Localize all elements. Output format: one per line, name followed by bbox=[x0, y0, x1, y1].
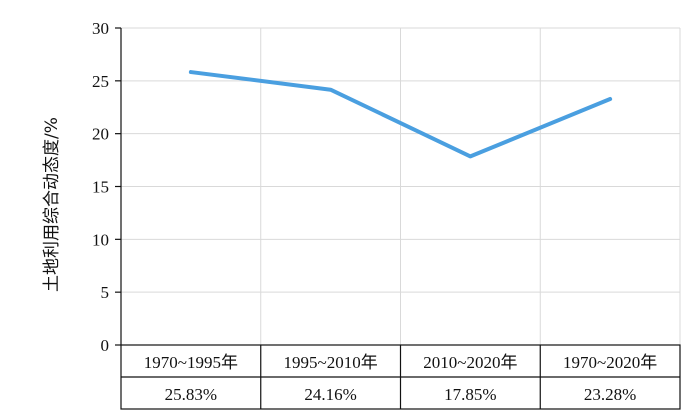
y-tick-label: 5 bbox=[101, 283, 110, 302]
value-label: 17.85% bbox=[444, 385, 496, 404]
category-label: 2010~2020年 bbox=[423, 353, 517, 372]
category-label: 1970~1995年 bbox=[144, 353, 238, 372]
value-label: 25.83% bbox=[165, 385, 217, 404]
y-tick-label: 25 bbox=[92, 72, 109, 91]
series-line bbox=[188, 70, 613, 159]
data-point bbox=[608, 97, 612, 101]
grid-lines bbox=[121, 27, 681, 345]
y-tick-label: 15 bbox=[92, 178, 109, 197]
value-label: 23.28% bbox=[584, 385, 636, 404]
value-label: 24.16% bbox=[304, 385, 356, 404]
y-axis-label: 土地利用综合动态度/% bbox=[42, 117, 62, 292]
series-line-group bbox=[188, 70, 613, 159]
data-point bbox=[468, 154, 472, 158]
data-table: 1970~1995年 1995~2010年 2010~2020年 1970~2020年… bbox=[120, 344, 681, 410]
y-tick-label: 20 bbox=[92, 125, 109, 144]
y-tick-label: 30 bbox=[92, 19, 109, 38]
y-tick-label: 0 bbox=[101, 336, 110, 355]
category-label: 1995~2010年 bbox=[284, 353, 378, 372]
category-label: 1970~2020年 bbox=[563, 353, 657, 372]
y-tick-label: 10 bbox=[92, 230, 109, 249]
data-point bbox=[329, 88, 333, 92]
data-point bbox=[189, 70, 193, 74]
y-axis: 0 5 10 15 20 25 30 bbox=[92, 19, 122, 355]
